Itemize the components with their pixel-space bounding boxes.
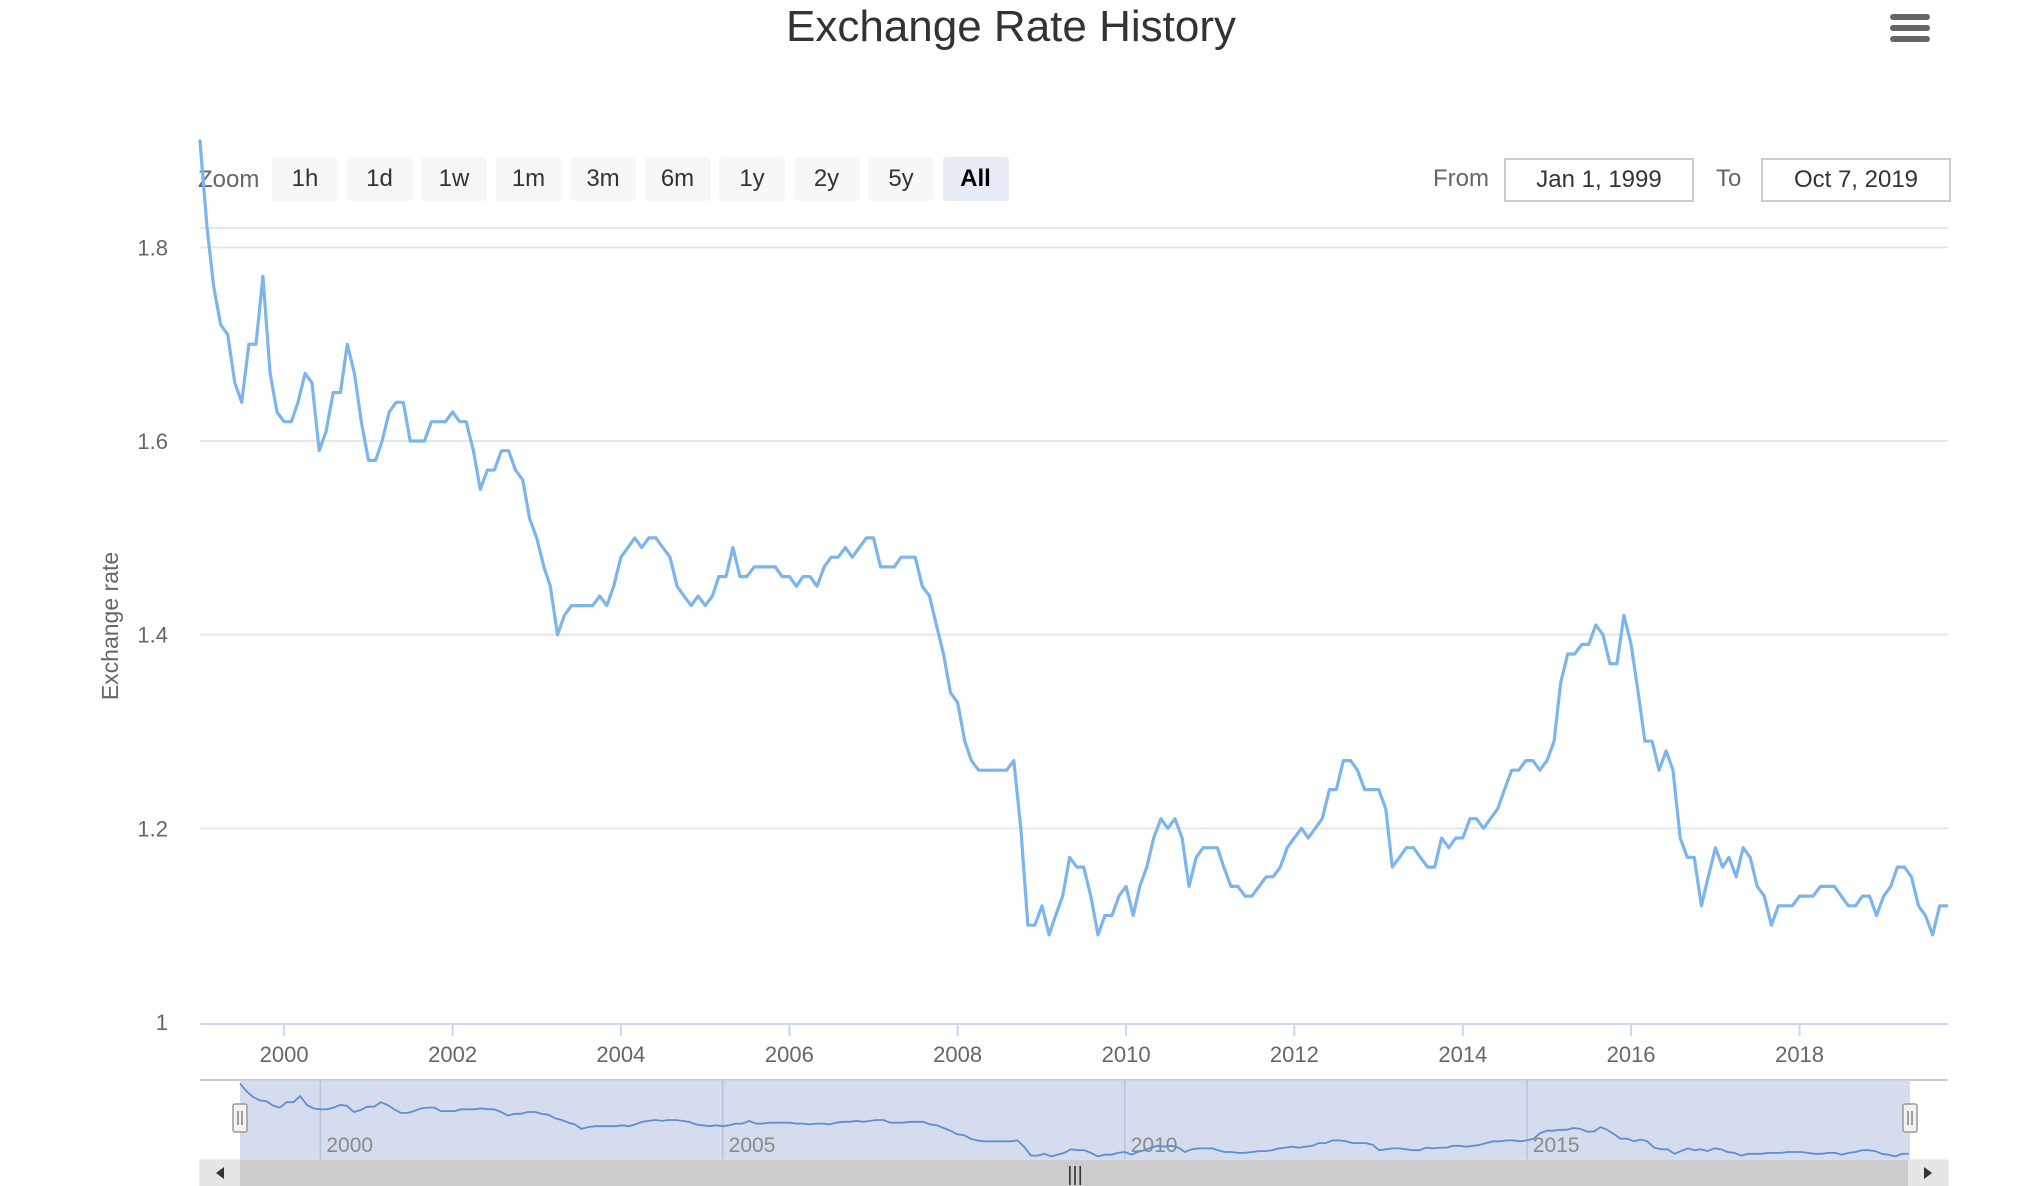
navigator-left-handle: [232, 1103, 248, 1133]
zoom-button-1y[interactable]: 1y: [719, 157, 785, 201]
from-label: From: [1433, 165, 1489, 192]
hamburger-menu-icon[interactable]: [1890, 14, 1930, 48]
y-tick-label: 1.8: [137, 235, 168, 260]
zoom-button-2y[interactable]: 2y: [793, 157, 860, 201]
zoom-button-6m[interactable]: 6m: [644, 157, 711, 201]
to-label: To: [1716, 165, 1742, 192]
exchange-rate-series-line: [198, 139, 1949, 937]
x-tick-label: 2010: [1102, 1042, 1151, 1067]
zoom-button-3m[interactable]: 3m: [570, 157, 636, 201]
zoom-button-1w[interactable]: 1w: [421, 157, 487, 201]
y-tick-label: 1.2: [137, 816, 168, 841]
from-date-input[interactable]: Jan 1, 1999: [1504, 158, 1694, 202]
x-tick-label: 2008: [933, 1042, 982, 1067]
navigator-selected-range: [240, 1080, 1910, 1160]
y-tick-label: 1.6: [137, 429, 168, 454]
to-date-input[interactable]: Oct 7, 2019: [1761, 158, 1951, 202]
navigator-tick-label: 2015: [1533, 1134, 1580, 1157]
y-tick-label: 1: [156, 1010, 168, 1035]
chart-title: Exchange Rate History: [786, 2, 1236, 51]
zoom-button-all[interactable]: All: [942, 157, 1009, 201]
x-tick-label: 2012: [1270, 1042, 1319, 1067]
menu-bar: [1890, 14, 1930, 20]
y-axis-title: Exchange rate: [97, 552, 123, 700]
x-tick-label: 2002: [428, 1042, 477, 1067]
scroll-right-arrow-icon: [1924, 1167, 1932, 1179]
navigator-right-handle: [1902, 1103, 1918, 1133]
zoom-button-1m[interactable]: 1m: [495, 157, 562, 201]
zoom-button-5y[interactable]: 5y: [868, 157, 934, 201]
x-tick-label: 2016: [1607, 1042, 1656, 1067]
x-tick-label: 2000: [260, 1042, 309, 1067]
scrollbar-grip: |||: [1067, 1164, 1083, 1186]
x-tick-label: 2006: [765, 1042, 814, 1067]
scrollbar-thumb: [240, 1160, 1910, 1186]
menu-bar: [1890, 25, 1930, 31]
menu-bar: [1890, 36, 1930, 42]
x-tick-label: 2004: [596, 1042, 645, 1067]
zoom-button-1h[interactable]: 1h: [272, 157, 338, 201]
zoom-button-1d[interactable]: 1d: [346, 157, 413, 201]
zoom-label: Zoom: [198, 166, 260, 193]
x-tick-label: 2018: [1775, 1042, 1824, 1067]
y-tick-label: 1.4: [137, 623, 168, 648]
navigator-tick-label: 2000: [326, 1134, 373, 1157]
x-tick-label: 2014: [1438, 1042, 1487, 1067]
scroll-left-arrow-icon: [216, 1167, 224, 1179]
navigator-tick-label: 2005: [729, 1134, 776, 1157]
navigator-series-line: [239, 1083, 1909, 1158]
